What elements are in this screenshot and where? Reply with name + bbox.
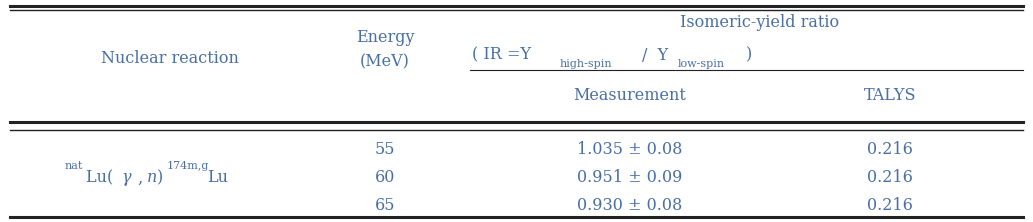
Text: 0.951 ± 0.09: 0.951 ± 0.09	[577, 170, 683, 186]
Text: γ: γ	[121, 170, 130, 186]
Text: 0.216: 0.216	[867, 170, 913, 186]
Text: 0.216: 0.216	[867, 198, 913, 214]
Text: 1.035 ± 0.08: 1.035 ± 0.08	[577, 141, 683, 159]
Text: /  Y: / Y	[641, 46, 668, 63]
Text: Lu(: Lu(	[86, 170, 119, 186]
Text: 0.930 ± 0.08: 0.930 ± 0.08	[577, 198, 683, 214]
Text: Lu: Lu	[207, 170, 228, 186]
Text: 65: 65	[375, 198, 396, 214]
Text: (MeV): (MeV)	[361, 54, 410, 71]
Text: ): )	[746, 46, 752, 63]
Text: Energy: Energy	[355, 30, 414, 46]
Text: ,: ,	[133, 170, 144, 186]
Text: ( IR =Y: ( IR =Y	[472, 46, 531, 63]
Text: Nuclear reaction: Nuclear reaction	[101, 50, 239, 67]
Text: high-spin: high-spin	[560, 59, 613, 69]
Text: TALYS: TALYS	[864, 87, 916, 103]
Text: ): )	[157, 170, 163, 186]
Text: nat: nat	[65, 161, 84, 171]
Text: 174m,g: 174m,g	[167, 161, 210, 171]
Text: Measurement: Measurement	[573, 87, 687, 103]
Text: Isomeric-yield ratio: Isomeric-yield ratio	[681, 14, 840, 30]
Text: n: n	[147, 170, 157, 186]
Text: low-spin: low-spin	[678, 59, 725, 69]
Text: 60: 60	[375, 170, 396, 186]
Text: 55: 55	[375, 141, 396, 159]
Text: 0.216: 0.216	[867, 141, 913, 159]
